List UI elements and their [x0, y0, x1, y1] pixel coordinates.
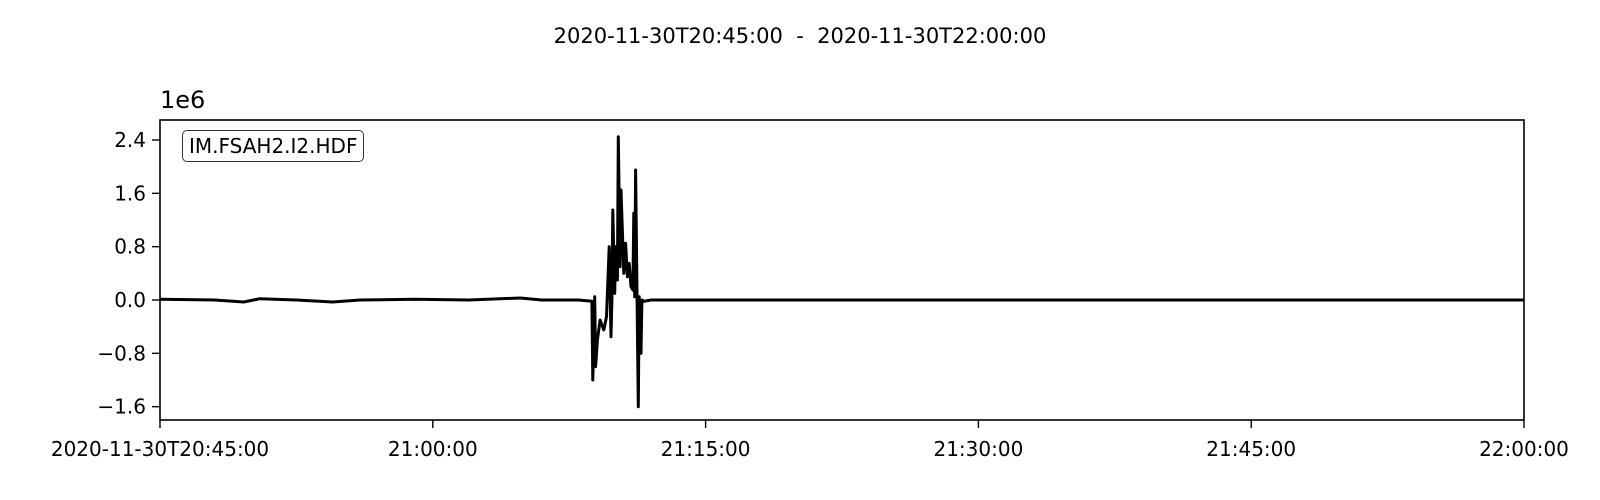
y-tick-label: 2.4 [114, 128, 146, 152]
x-tick-label: 21:15:00 [661, 437, 751, 461]
x-axis-ticks: 2020-11-30T20:45:00 21:00:00 21:15:00 21:30… [51, 420, 1569, 461]
x-tick-label: 21:45:00 [1206, 437, 1296, 461]
station-label: IM.FSAH2.I2.HDF [182, 130, 365, 162]
series-line [159, 135, 1524, 409]
y-tick-label: −1.6 [97, 395, 146, 419]
y-offset-label: 1e6 [160, 86, 206, 114]
x-tick-label: 21:30:00 [933, 437, 1023, 461]
x-tick-label: 21:00:00 [388, 437, 478, 461]
x-tick-label: 2020-11-30T20:45:00 [51, 437, 269, 461]
x-tick-label: 22:00:00 [1479, 437, 1569, 461]
chart-title: 2020-11-30T20:45:00 - 2020-11-30T22:00:0… [553, 24, 1047, 48]
series-layer [159, 135, 1524, 409]
y-tick-label: 0.0 [114, 288, 146, 312]
y-tick-label: 0.8 [114, 235, 146, 259]
plot-frame [159, 119, 1525, 421]
y-axis-ticks: 2.4 1.6 0.8 0.0 −0.8 −1.6 [97, 128, 160, 419]
y-tick-label: −0.8 [97, 341, 146, 365]
y-tick-label: 1.6 [114, 181, 146, 205]
